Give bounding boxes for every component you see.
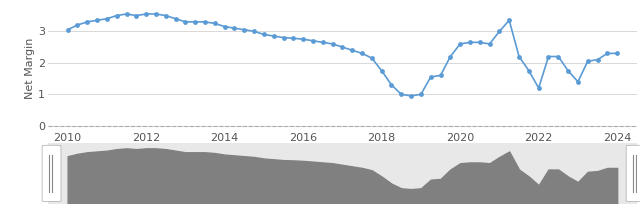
Point <box>573 80 583 83</box>
Point <box>82 20 92 23</box>
Y-axis label: Net Margin: Net Margin <box>26 38 35 99</box>
Point <box>602 52 612 55</box>
FancyBboxPatch shape <box>42 145 61 202</box>
Point <box>543 55 554 58</box>
Point <box>376 69 387 72</box>
Point <box>102 17 112 20</box>
Point <box>514 55 524 58</box>
Point <box>435 74 445 77</box>
Point <box>455 42 465 45</box>
Point <box>504 19 515 22</box>
Point <box>269 34 279 38</box>
Point <box>475 41 485 44</box>
Point <box>72 23 83 27</box>
Point <box>141 12 151 16</box>
Point <box>534 86 544 90</box>
Point <box>111 14 122 17</box>
Point <box>524 69 534 72</box>
Point <box>63 28 73 31</box>
Point <box>308 39 318 42</box>
Point <box>122 12 132 16</box>
Point <box>220 25 230 28</box>
Point <box>200 20 210 23</box>
Point <box>406 94 416 98</box>
Point <box>190 20 200 23</box>
Point <box>416 93 426 96</box>
Point <box>563 69 573 72</box>
Point <box>210 22 220 25</box>
Point <box>249 30 259 33</box>
Point <box>387 83 397 86</box>
Point <box>465 41 475 44</box>
Point <box>229 27 239 30</box>
Point <box>612 52 622 55</box>
Point <box>328 42 338 45</box>
Point <box>367 57 377 60</box>
Point <box>582 60 593 63</box>
Point <box>347 49 357 52</box>
Point <box>239 28 250 31</box>
Point <box>426 75 436 79</box>
Point <box>131 14 141 17</box>
Point <box>170 17 180 20</box>
Point <box>288 37 298 40</box>
Point <box>357 52 367 55</box>
Point <box>317 41 328 44</box>
Point <box>298 38 308 41</box>
Point <box>396 93 406 96</box>
Point <box>180 20 191 23</box>
Point <box>151 12 161 16</box>
Point <box>484 42 495 45</box>
Point <box>593 58 603 61</box>
Point <box>161 14 171 17</box>
Point <box>259 33 269 36</box>
FancyBboxPatch shape <box>626 145 640 202</box>
Point <box>553 55 563 58</box>
Point <box>494 30 504 33</box>
Point <box>278 36 289 39</box>
Point <box>337 45 348 49</box>
Point <box>92 19 102 22</box>
Point <box>445 55 456 58</box>
